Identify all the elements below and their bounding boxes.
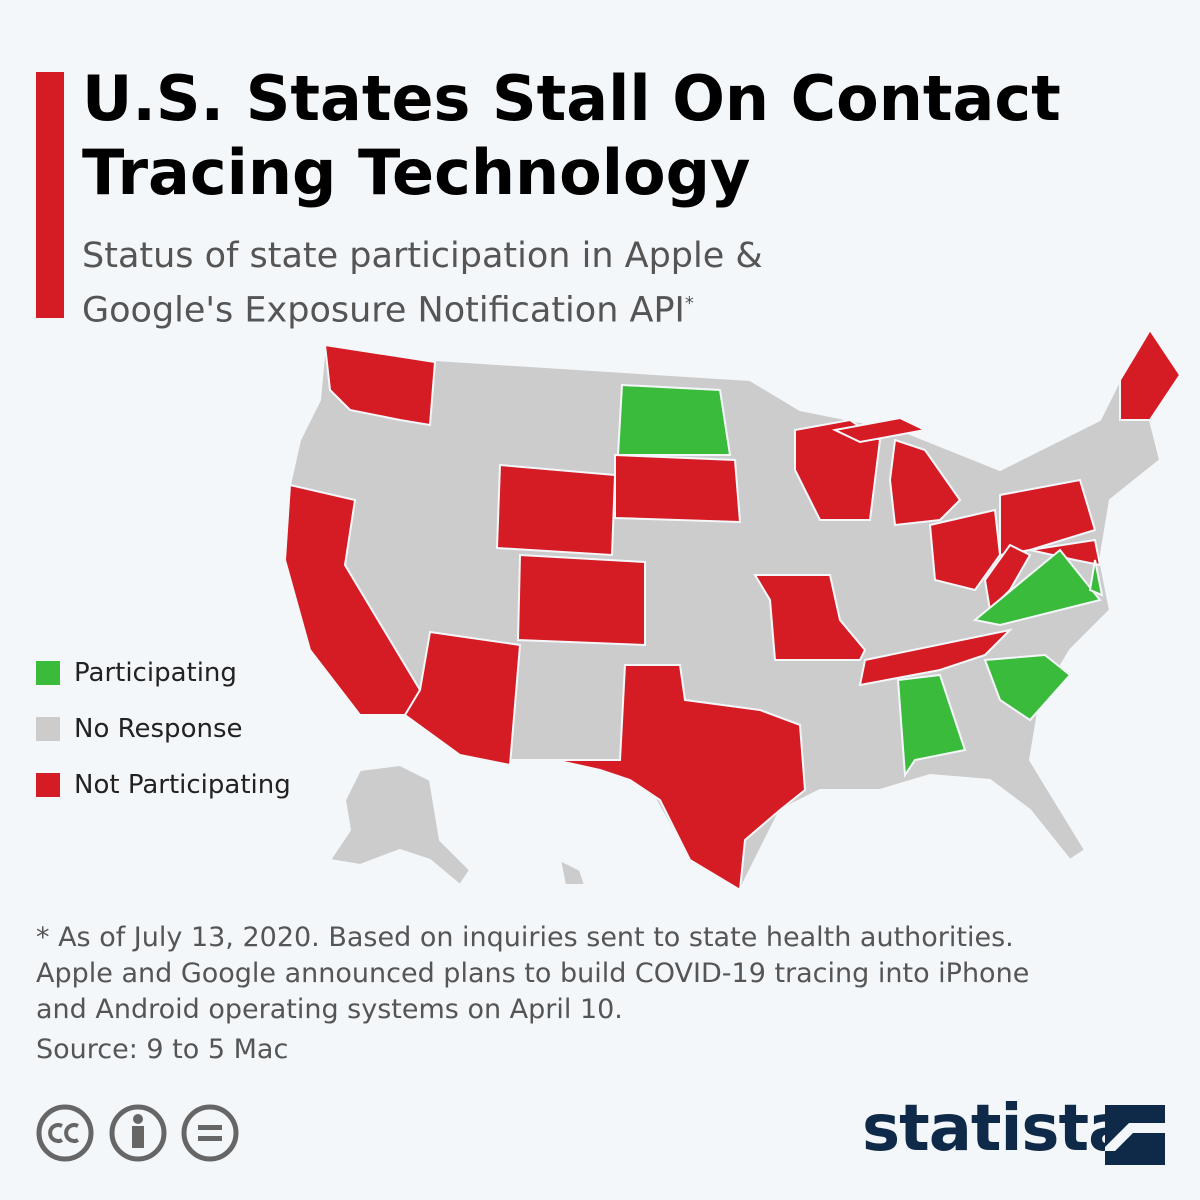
state bbox=[614, 453, 742, 524]
license-icons bbox=[36, 1104, 239, 1162]
legend: Participating No Response Not Participatin… bbox=[36, 645, 291, 813]
title: U.S. States Stall On Contact Tracing Tec… bbox=[82, 62, 1061, 209]
legend-item: Participating bbox=[36, 645, 291, 701]
legend-swatch bbox=[36, 773, 60, 797]
state bbox=[1119, 328, 1182, 421]
legend-item: Not Participating bbox=[36, 757, 291, 813]
alaska bbox=[328, 763, 472, 887]
legend-swatch bbox=[36, 717, 60, 741]
state bbox=[616, 383, 732, 456]
state bbox=[896, 673, 967, 778]
state bbox=[983, 653, 1072, 722]
state bbox=[983, 543, 1032, 613]
state bbox=[323, 343, 437, 427]
legend-label: Participating bbox=[74, 658, 237, 688]
legend-label: No Response bbox=[74, 714, 243, 744]
subtitle-text: Status of state participation in Apple &… bbox=[82, 236, 763, 331]
state bbox=[794, 418, 882, 521]
state bbox=[1088, 559, 1104, 597]
legend-item: No Response bbox=[36, 701, 291, 757]
brand-text: statista bbox=[862, 1092, 1131, 1166]
us-map bbox=[283, 328, 1182, 892]
state bbox=[753, 574, 867, 661]
state bbox=[888, 438, 962, 527]
state bbox=[554, 664, 807, 892]
state bbox=[403, 630, 522, 767]
subtitle-mark: * bbox=[684, 293, 694, 314]
state bbox=[858, 628, 1014, 687]
legend-swatch bbox=[36, 661, 60, 685]
state bbox=[928, 508, 1002, 592]
state bbox=[972, 548, 1102, 627]
state bbox=[999, 478, 1097, 557]
subtitle: Status of state participation in Apple &… bbox=[82, 232, 842, 335]
accent-bar bbox=[36, 72, 64, 318]
source: Source: 9 to 5 Mac bbox=[36, 1034, 289, 1065]
footnote: * As of July 13, 2020. Based on inquirie… bbox=[36, 922, 1030, 1025]
legend-label: Not Participating bbox=[74, 770, 291, 800]
state bbox=[495, 463, 617, 557]
state bbox=[831, 416, 929, 444]
hawaii bbox=[558, 858, 587, 886]
brand-mark bbox=[1105, 1105, 1165, 1165]
brand-logo: statista bbox=[862, 1092, 1131, 1166]
state bbox=[516, 553, 646, 647]
